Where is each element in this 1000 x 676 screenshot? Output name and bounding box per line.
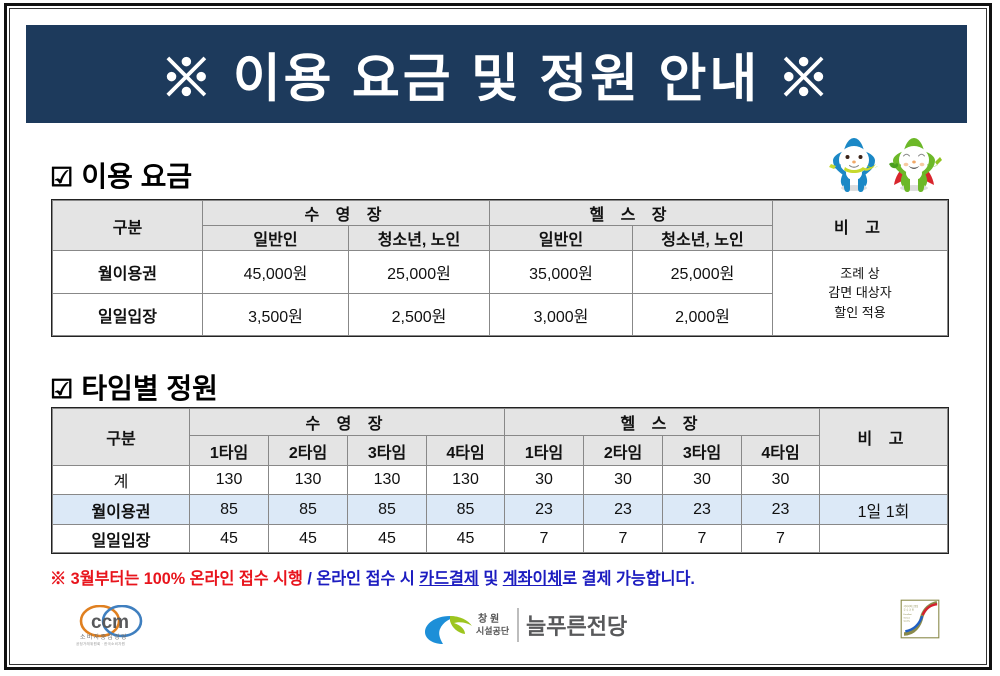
svg-text:창 원: 창 원 xyxy=(478,612,499,625)
svg-text:Service: Service xyxy=(904,617,912,619)
svg-text:ccm: ccm xyxy=(91,612,129,633)
svg-text:Excellent: Excellent xyxy=(904,613,913,616)
svg-text:지역서비스품질: 지역서비스품질 xyxy=(904,604,919,608)
svg-text:Quality: Quality xyxy=(904,620,910,623)
svg-text:시설공단: 시설공단 xyxy=(476,625,510,636)
svg-text:우 수 기 관: 우 수 기 관 xyxy=(904,608,915,612)
svg-text:소비자중심경영: 소비자중심경영 xyxy=(80,633,128,641)
svg-text:공정거래위원회ㆍ한국소비자원: 공정거래위원회ㆍ한국소비자원 xyxy=(76,641,125,646)
svg-text:늘푸른전당: 늘푸른전당 xyxy=(526,614,627,639)
